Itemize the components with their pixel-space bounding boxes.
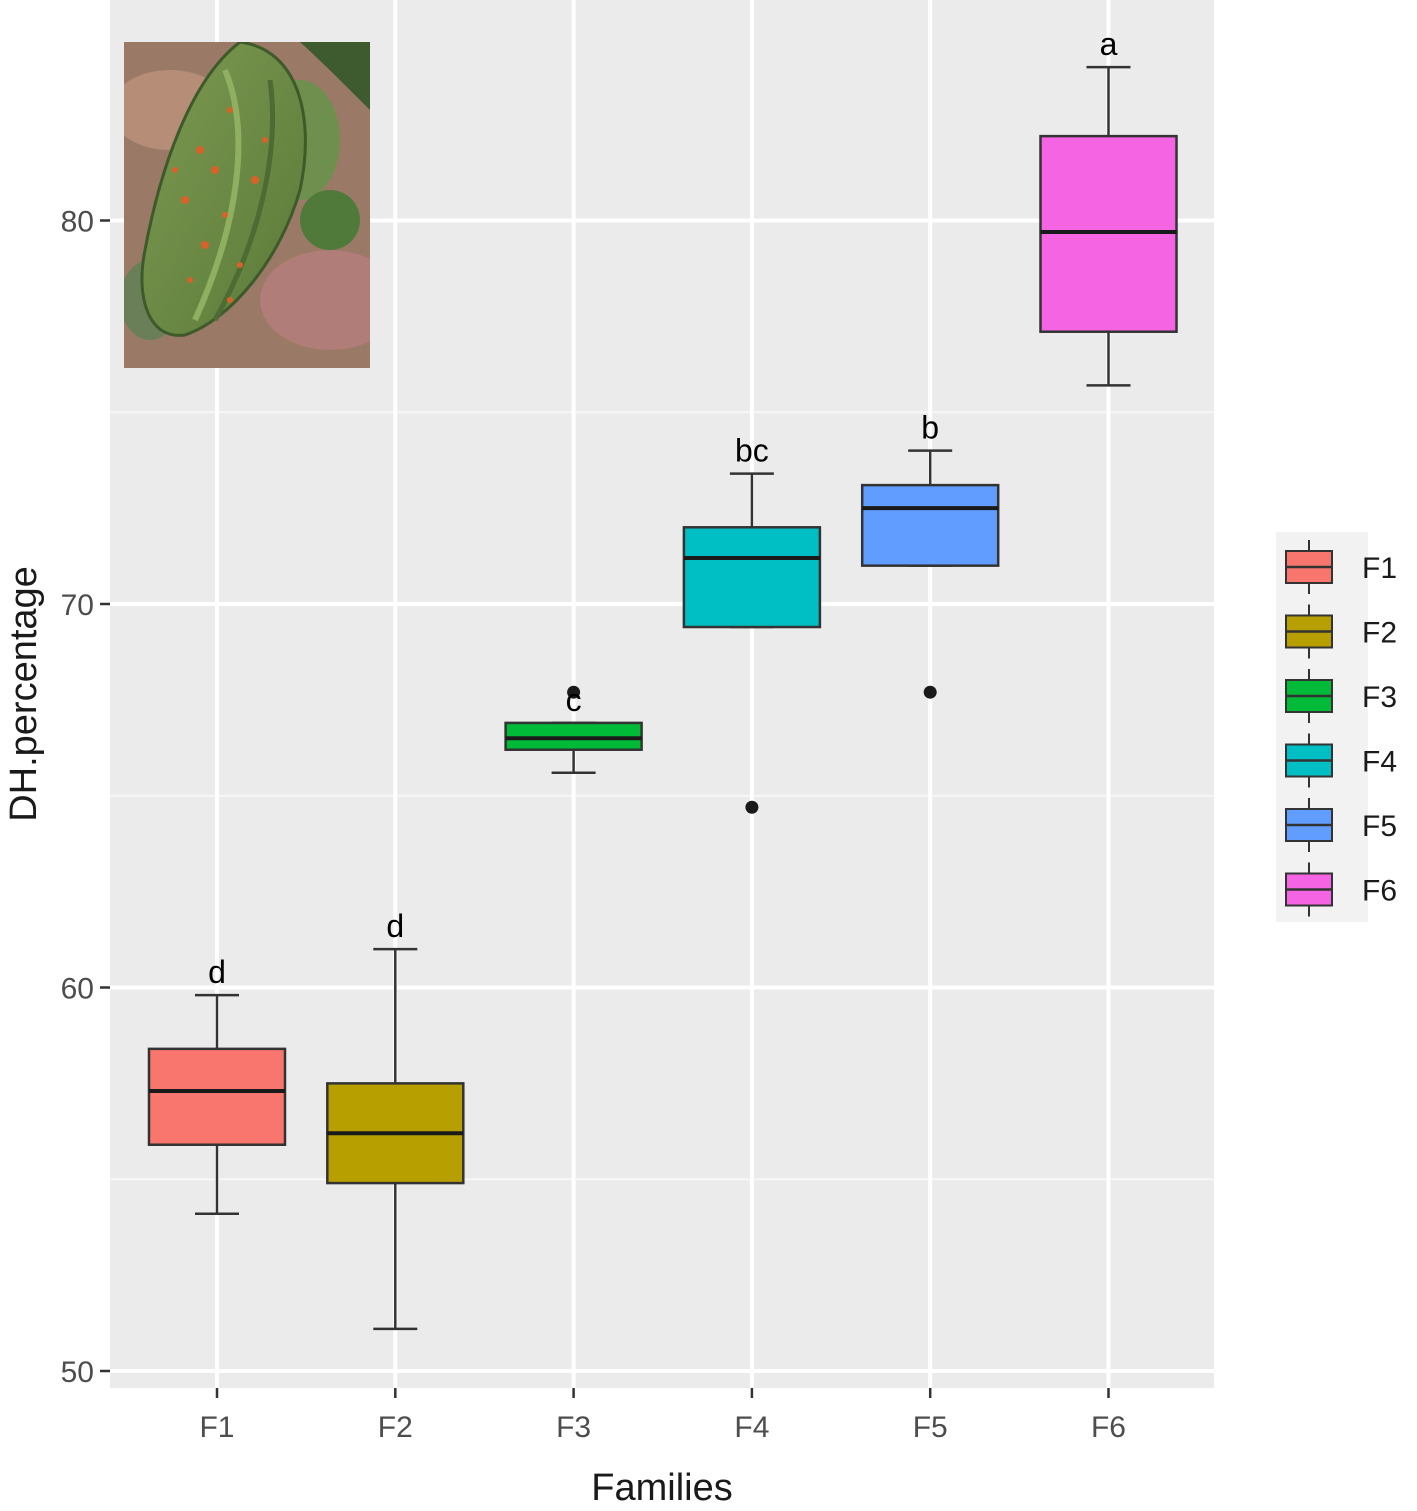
y-tick-label: 70 (61, 589, 94, 622)
outlier-point (923, 685, 937, 699)
x-tick-label: F5 (913, 1411, 948, 1444)
legend-item-f3: F3 (1285, 669, 1397, 723)
legend-label: F5 (1362, 810, 1397, 843)
box-f6 (1039, 65, 1178, 387)
outlier-point (745, 800, 759, 814)
legend-label: F6 (1362, 875, 1397, 908)
x-tick-label: F6 (1091, 1411, 1126, 1444)
legend-item-f1: F1 (1285, 540, 1397, 594)
boxes (147, 65, 1178, 1331)
letter-f4: bc (735, 433, 769, 469)
cacao-pod-photo (124, 42, 370, 368)
letter-f5: b (921, 410, 939, 446)
legend: F1 F2 F3 F4 F5 F6 (1276, 532, 1397, 922)
legend-label: F3 (1362, 681, 1397, 714)
significance-letters: d d c bc b a (208, 26, 1118, 990)
x-axis: F1 F2 F3 F4 F5 F6 (199, 1388, 1126, 1444)
box-f5 (860, 449, 1000, 699)
box-f2 (326, 947, 465, 1331)
letter-f3: c (566, 682, 582, 718)
legend-background (1276, 532, 1368, 922)
letter-f1: d (208, 954, 226, 990)
y-axis: 50 60 70 80 (61, 206, 110, 1389)
x-tick-label: F3 (556, 1411, 591, 1444)
y-tick-label: 80 (61, 206, 94, 239)
legend-item-f5: F5 (1285, 798, 1397, 852)
box-f4 (682, 472, 822, 814)
legend-item-f6: F6 (1285, 862, 1397, 917)
outlier-point (567, 685, 581, 699)
legend-label: F1 (1362, 552, 1397, 585)
legend-label: F4 (1362, 746, 1397, 779)
y-axis-title: DH.percentage (3, 566, 45, 822)
legend-label: F2 (1362, 617, 1397, 650)
legend-item-f4: F4 (1285, 733, 1397, 788)
x-tick-label: F1 (199, 1411, 234, 1444)
y-tick-label: 50 (61, 1356, 94, 1389)
letter-f2: d (386, 908, 404, 944)
iqr-box (682, 526, 822, 629)
x-axis-title: Families (591, 1467, 732, 1509)
iqr-box (860, 483, 1000, 567)
y-tick-label: 60 (61, 973, 94, 1006)
x-tick-label: F2 (378, 1411, 413, 1444)
iqr-box (147, 1047, 287, 1146)
box-f3 (504, 685, 643, 774)
x-tick-label: F4 (734, 1411, 769, 1444)
box-f1 (147, 993, 287, 1216)
legend-item-f2: F2 (1285, 604, 1397, 659)
letter-f6: a (1100, 26, 1118, 62)
